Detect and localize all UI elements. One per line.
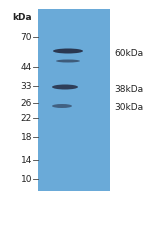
Text: 10: 10 xyxy=(21,175,32,184)
Ellipse shape xyxy=(52,85,78,90)
Ellipse shape xyxy=(52,105,72,109)
Text: 26: 26 xyxy=(21,99,32,108)
Text: kDa: kDa xyxy=(12,13,32,22)
Text: 38kDa: 38kDa xyxy=(114,85,143,94)
Ellipse shape xyxy=(53,49,83,54)
Text: 18: 18 xyxy=(21,133,32,142)
Text: 33: 33 xyxy=(21,82,32,91)
Text: 22: 22 xyxy=(21,114,32,123)
Text: 30kDa: 30kDa xyxy=(114,103,143,112)
Text: 14: 14 xyxy=(21,156,32,165)
Text: 44: 44 xyxy=(21,63,32,72)
Text: 60kDa: 60kDa xyxy=(114,49,143,58)
Ellipse shape xyxy=(56,60,80,63)
Bar xyxy=(38,10,110,191)
Text: 70: 70 xyxy=(21,33,32,42)
